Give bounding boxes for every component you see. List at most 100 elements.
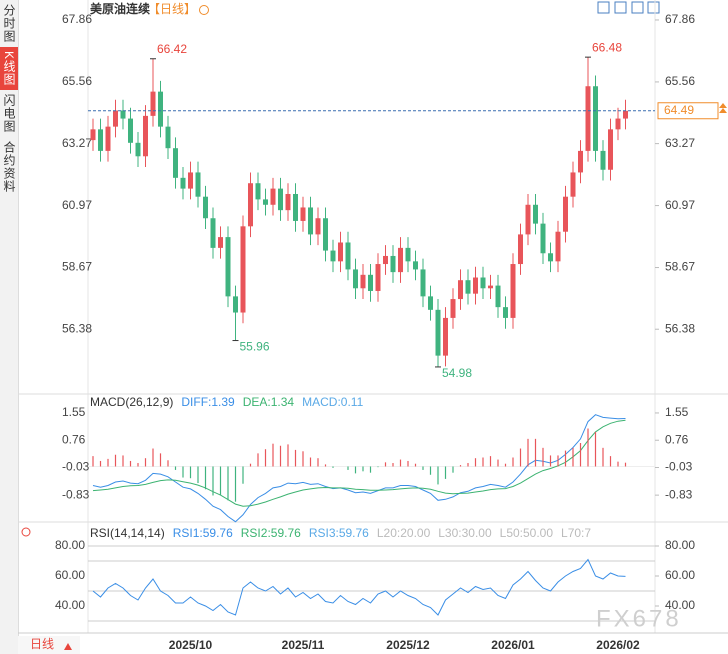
y-tick-label: 0.76 [62,432,86,446]
candle-body [195,172,201,197]
candle-body [360,274,366,289]
y-tick-label: 60.97 [665,198,695,212]
candle-body [323,218,328,251]
sidebar-tab[interactable]: 闪电图 [2,94,16,134]
y-tick-label: 58.67 [665,260,695,274]
legend-entry: L20:20.00 [377,526,431,540]
candle-body [518,234,523,265]
y-tick-label: 56.38 [665,321,695,335]
y-tick-label: 60.97 [62,198,92,212]
period-button-label[interactable]: 日线 [30,637,54,651]
candle-body [458,280,463,300]
candle-body [593,86,598,151]
y-tick-label: 58.67 [62,260,92,274]
candle-body [338,242,343,262]
candle-body [285,193,291,211]
candle-body [233,296,238,313]
candle-body [548,253,553,262]
candle-body [368,274,373,291]
sidebar-tab[interactable]: K线图 [0,47,18,91]
candle-body [375,264,381,291]
macd-line [92,419,626,507]
sidebar: 分时图 K线图闪电图合约资料 [0,0,19,654]
candle-body [248,183,253,227]
x-tick-label: 2026/01 [491,638,535,652]
period-arrow [64,643,72,650]
candle-body [120,110,126,119]
candle-body [300,207,306,221]
y-tick-label: 0.76 [665,432,689,446]
candle-body [465,280,471,294]
annotation: 54.98 [442,366,472,380]
period-icon[interactable] [199,5,209,15]
tool-icon[interactable] [597,1,610,14]
tool-icon[interactable] [614,1,627,14]
candle-body [263,199,268,205]
period-label: 【日线】 [148,2,196,16]
candle-body [555,231,561,262]
candle-body [585,86,591,151]
candle-body [533,204,538,224]
candle-body [128,118,133,143]
watermark: FX678 [596,605,682,632]
annotation: 66.42 [157,42,187,56]
sidebar-tab[interactable]: 合约资料 [2,141,16,194]
candle-body [525,204,531,235]
candle-body [218,237,223,248]
y-tick-label: 56.38 [62,321,92,335]
candle-body [473,277,478,294]
candle-body [600,150,606,170]
chart-title: 美原油连续 [90,1,150,16]
candle-body [540,223,546,254]
y-tick-label: 65.56 [665,74,695,88]
candle-body [150,91,156,116]
legend-entry: RSI2:59.76 [241,526,301,540]
y-tick-label: 60.00 [55,568,85,582]
candle-body [435,309,441,356]
sidebar-tab[interactable]: 分时图 [2,4,16,43]
y-tick-label: 40.00 [665,598,695,612]
candle-body [293,193,298,221]
candle-body [570,172,576,197]
candle-body [158,91,163,127]
candle-body [203,196,208,219]
candle-body [503,307,508,318]
legend-entry: RSI3:59.76 [309,526,369,540]
tool-icon[interactable] [647,1,660,14]
candle-body [608,129,613,170]
candle-body [188,172,193,189]
legend-entry: MACD:0.11 [302,395,363,409]
candle-body [450,299,456,318]
tool-icon[interactable] [631,1,644,14]
candle-body [488,285,493,289]
candle-body [255,183,261,200]
legend-entry: RSI(14,14,14) [90,526,165,540]
candle-body [405,247,411,262]
candle-body [390,255,396,273]
candle-body [578,150,583,173]
y-tick-label: 40.00 [55,598,85,612]
legend-entry: DEA:1.34 [243,395,295,409]
legend-entry: DIFF:1.39 [181,395,235,409]
candle-body [330,250,336,262]
candle-body [480,277,486,289]
candle-body [270,188,276,205]
y-tick-label: 67.86 [62,12,92,26]
y-tick-label: 1.55 [665,405,689,419]
candle-body [428,296,433,310]
candle-body [315,218,321,235]
candle-body [398,247,403,273]
candle-body [308,207,313,235]
candle-body [345,242,351,270]
candle-body [420,269,426,297]
candle-body [173,148,178,178]
y-tick-label: 60.00 [665,568,695,582]
y-tick-label: 65.56 [62,74,92,88]
annotation: 66.48 [592,40,622,54]
settings-icon[interactable] [21,527,31,537]
last-price-box [657,102,719,120]
annotation: 55.96 [240,340,270,354]
x-tick-label: 2025/10 [169,638,213,652]
last-price-label: 64.49 [664,103,694,117]
candle-body [353,269,358,289]
